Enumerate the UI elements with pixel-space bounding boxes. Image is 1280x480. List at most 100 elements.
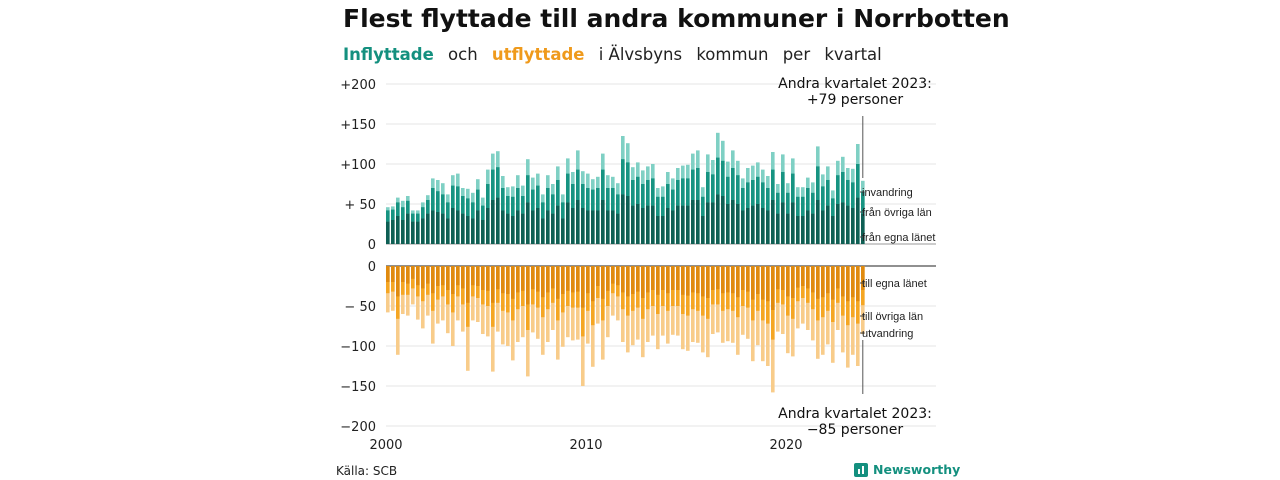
bar-inflow-other-county xyxy=(711,174,715,203)
bar-inflow-own-county xyxy=(471,218,475,244)
bar-inflow-own-county xyxy=(411,221,415,244)
bar-inflow-other-county xyxy=(831,198,835,216)
bar-inflow-own-county xyxy=(446,218,450,244)
bar-inflow-own-county xyxy=(686,205,690,244)
bar-inflow-own-county xyxy=(821,210,825,244)
bar-inflow-own-county xyxy=(666,208,670,244)
bar-outflow-own-county xyxy=(541,266,545,298)
y-tick-label: −150 xyxy=(340,380,376,395)
bar-inflow-own-county xyxy=(721,196,725,244)
bar-inflow-other-county xyxy=(601,169,605,200)
bar-inflow-other-county xyxy=(626,162,630,196)
bar-inflow-other-county xyxy=(441,194,445,214)
bar-inflow-other-county xyxy=(491,169,495,200)
bar-outflow-own-county xyxy=(576,266,580,292)
bar-inflow-own-county xyxy=(486,208,490,244)
bar-outflow-own-county xyxy=(701,266,705,297)
bar-outflow-own-county xyxy=(771,266,775,310)
bar-inflow-other-county xyxy=(591,189,595,211)
bar-inflow-other-county xyxy=(726,176,730,204)
y-tick-label: 0 xyxy=(368,260,376,275)
y-tick-label: +150 xyxy=(340,118,376,133)
bar-inflow-other-county xyxy=(856,164,860,198)
bar-inflow-other-county xyxy=(756,176,760,204)
bar-inflow-own-county xyxy=(841,202,845,244)
bar-inflow-own-county xyxy=(631,205,635,244)
bar-inflow-own-county xyxy=(781,202,785,244)
bar-inflow-own-county xyxy=(681,205,685,244)
bar-inflow-other-county xyxy=(431,188,435,211)
callout-text: Andra kvartalet 2023: xyxy=(778,76,932,92)
bar-outflow-own-county xyxy=(456,266,460,286)
bar-inflow-own-county xyxy=(441,213,445,244)
bar-inflow-own-county xyxy=(641,208,645,244)
bar-inflow-own-county xyxy=(646,205,650,244)
bar-outflow-own-county xyxy=(406,266,410,284)
bar-inflow-own-county xyxy=(596,210,600,244)
bar-inflow-own-county xyxy=(826,205,830,244)
bar-outflow-own-county xyxy=(726,266,730,293)
bar-inflow-own-county xyxy=(521,213,525,244)
bar-inflow-own-county xyxy=(536,208,540,244)
callout-text: +79 personer xyxy=(807,92,904,108)
callout-text: Andra kvartalet 2023: xyxy=(778,406,932,422)
bar-inflow-other-county xyxy=(496,167,500,198)
bar-inflow-other-county xyxy=(746,182,750,208)
bar-inflow-own-county xyxy=(491,200,495,244)
bar-outflow-own-county xyxy=(536,266,540,292)
bar-inflow-other-county xyxy=(691,169,695,200)
bar-outflow-own-county xyxy=(571,266,575,293)
bar-outflow-own-county xyxy=(516,266,520,293)
bar-inflow-own-county xyxy=(561,218,565,244)
bar-outflow-own-county xyxy=(551,266,555,289)
x-tick-label: 2000 xyxy=(369,438,402,453)
bar-inflow-own-county xyxy=(541,218,545,244)
bar-outflow-own-county xyxy=(486,266,490,291)
segment-label: till övriga län xyxy=(862,311,923,323)
bar-inflow-other-county xyxy=(511,196,515,216)
bar-inflow-own-county xyxy=(776,213,780,244)
bar-inflow-other-county xyxy=(451,185,455,208)
bar-inflow-other-county xyxy=(816,166,820,200)
bar-outflow-own-county xyxy=(781,266,785,290)
x-tick-label: 2010 xyxy=(569,438,602,453)
segment-label: utvandring xyxy=(862,328,913,340)
bar-inflow-other-county xyxy=(606,188,610,211)
bar-outflow-own-county xyxy=(826,266,830,294)
bar-outflow-own-county xyxy=(861,266,865,290)
bar-inflow-other-county xyxy=(786,192,790,214)
y-tick-label: −200 xyxy=(340,420,376,435)
bar-inflow-own-county xyxy=(511,216,515,244)
bar-inflow-other-county xyxy=(646,180,650,206)
bar-inflow-other-county xyxy=(701,196,705,216)
bar-inflow-other-county xyxy=(456,186,460,211)
bar-outflow-own-county xyxy=(496,266,500,290)
bar-inflow-other-county xyxy=(656,196,660,216)
subtitle-outflow-word: utflyttade xyxy=(491,45,585,64)
bar-inflow-other-county xyxy=(401,207,405,220)
bar-inflow-other-county xyxy=(421,207,425,219)
bar-outflow-own-county xyxy=(766,266,770,302)
bar-inflow-other-county xyxy=(581,184,585,208)
bar-inflow-other-county xyxy=(576,169,580,200)
bar-outflow-own-county xyxy=(696,266,700,294)
bar-outflow-own-county xyxy=(651,266,655,290)
bar-outflow-own-county xyxy=(831,266,835,300)
bar-inflow-own-county xyxy=(476,210,480,244)
bar-inflow-other-county xyxy=(661,196,665,216)
bar-outflow-own-county xyxy=(526,266,530,305)
bar-inflow-own-county xyxy=(461,213,465,244)
bar-inflow-other-county xyxy=(571,184,575,208)
bar-inflow-own-county xyxy=(651,205,655,244)
bar-inflow-other-county xyxy=(556,180,560,206)
bar-outflow-own-county xyxy=(786,266,790,297)
bar-inflow-other-county xyxy=(386,210,390,222)
bar-inflow-own-county xyxy=(586,210,590,244)
bar-inflow-other-county xyxy=(396,202,400,216)
subtitle-inflow-word: Inflyttade xyxy=(343,45,434,64)
bar-outflow-own-county xyxy=(811,266,815,293)
source-note: Källa: SCB xyxy=(336,464,398,478)
bar-inflow-other-county xyxy=(466,198,470,216)
bar-outflow-own-county xyxy=(816,266,820,299)
bar-outflow-own-county xyxy=(706,266,710,298)
